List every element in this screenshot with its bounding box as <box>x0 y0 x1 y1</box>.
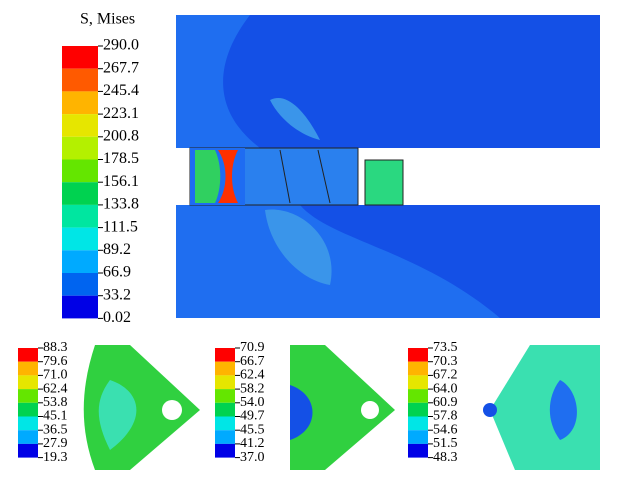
insert <box>365 160 403 205</box>
legend-band <box>18 375 38 389</box>
legend-label: 178.5 <box>103 150 139 167</box>
legend-label: 156.1 <box>103 173 139 190</box>
legend-label: 111.5 <box>103 218 138 235</box>
legend-band <box>18 444 38 458</box>
legend-title: S, Mises <box>80 11 135 28</box>
legend-label: 133.8 <box>103 196 139 213</box>
legend-band <box>408 403 428 417</box>
stress-left <box>195 150 220 203</box>
legend-band <box>18 389 38 403</box>
legend-label: 66.9 <box>103 264 131 281</box>
legend-band <box>62 273 98 296</box>
contour-1 <box>84 345 200 470</box>
legend-label: 223.1 <box>103 105 139 122</box>
upper-block <box>176 15 600 148</box>
legend-band <box>62 137 98 160</box>
legend-band <box>408 430 428 444</box>
legend-band <box>408 389 428 403</box>
legend-band <box>215 348 235 362</box>
legend-band <box>215 362 235 376</box>
legend-band <box>215 444 235 458</box>
legend-label: 89.2 <box>103 241 131 258</box>
legend-label: 33.2 <box>103 286 131 303</box>
contour-2 <box>290 345 395 470</box>
legend-band <box>62 296 98 319</box>
legend-band <box>62 160 98 183</box>
legend-band <box>62 250 98 273</box>
legend-band <box>408 375 428 389</box>
legend-band <box>62 205 98 228</box>
legend-band <box>408 417 428 431</box>
legend-band <box>408 348 428 362</box>
figure: S, Mises 290.0 267.7 245.4 223.1 200.8 178.5 1… <box>0 0 619 497</box>
legend-band <box>215 389 235 403</box>
legend-label: 267.7 <box>103 59 139 76</box>
legend-label: 290.0 <box>103 37 139 54</box>
main-legend: 290.0 267.7 245.4 223.1 200.8 178.5 156.1 133.8… <box>62 37 139 326</box>
legend-band <box>18 348 38 362</box>
contour-3 <box>483 345 600 470</box>
legend-label: 245.4 <box>103 82 139 99</box>
legend-label: 200.8 <box>103 127 139 144</box>
legend-label: 37.0 <box>240 450 265 465</box>
legend-band <box>18 430 38 444</box>
legend-label: 0.02 <box>103 309 131 326</box>
main-contour <box>176 15 600 318</box>
legend-band <box>408 444 428 458</box>
legend-band <box>18 362 38 376</box>
legend-band <box>62 114 98 137</box>
legend-band <box>215 403 235 417</box>
legend-label: 19.3 <box>43 450 68 465</box>
legend-band <box>215 430 235 444</box>
legend-band <box>62 228 98 251</box>
legend-band <box>215 417 235 431</box>
legend-label: 48.3 <box>433 450 458 465</box>
legend-band <box>215 375 235 389</box>
legend-band <box>18 417 38 431</box>
legend-band <box>62 91 98 114</box>
legend-band <box>62 69 98 92</box>
legend-band <box>62 182 98 205</box>
legend-band <box>62 46 98 69</box>
legend-band <box>18 403 38 417</box>
legend-band <box>408 362 428 376</box>
